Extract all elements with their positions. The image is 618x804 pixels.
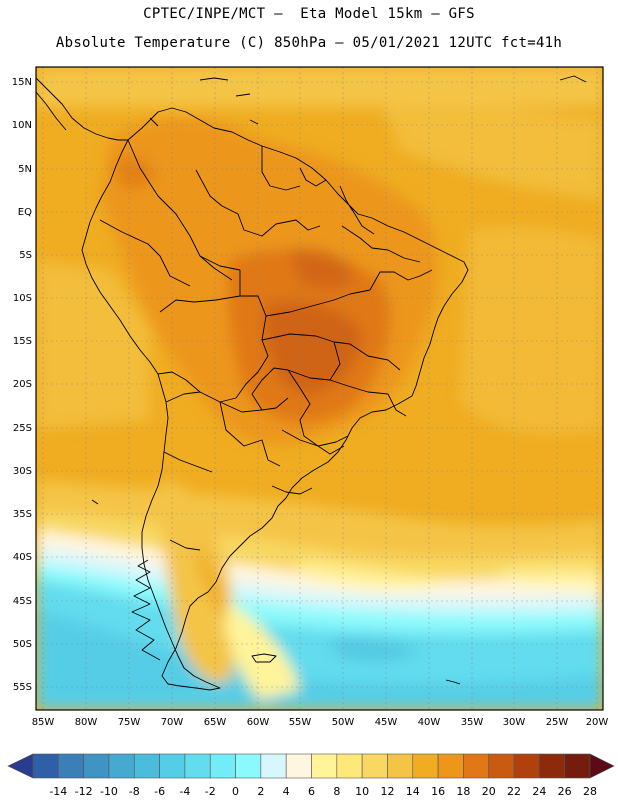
coastlines-and-borders xyxy=(35,75,587,691)
colorbar-label: 26 xyxy=(558,785,572,798)
colorbar-swatch xyxy=(159,753,186,779)
lat-label: 15S xyxy=(13,336,32,347)
colorbar-label: -12 xyxy=(75,785,93,798)
colorbar-swatch xyxy=(133,753,160,779)
lat-lon-grid xyxy=(36,67,603,710)
lat-label: 10S xyxy=(13,293,32,304)
lon-label: 25W xyxy=(546,717,569,728)
colorbar-swatch xyxy=(412,753,439,779)
colorbar-label: -4 xyxy=(179,785,190,798)
colorbar-label: 24 xyxy=(532,785,546,798)
lat-label: 10N xyxy=(12,120,32,131)
lon-label: 75W xyxy=(118,717,141,728)
colorbar-swatch xyxy=(108,753,135,779)
lat-label: 40S xyxy=(13,552,32,563)
colorbar-arrow-low xyxy=(7,753,34,779)
colorbar-label: 12 xyxy=(380,785,394,798)
lon-label: 45W xyxy=(375,717,398,728)
colorbar-label: 6 xyxy=(308,785,315,798)
colorbar-label: -6 xyxy=(154,785,165,798)
colorbar-swatch xyxy=(336,753,363,779)
lon-label: 20W xyxy=(586,717,609,728)
lat-label: 20S xyxy=(13,379,32,390)
lon-label: 50W xyxy=(332,717,355,728)
colorbar-swatch xyxy=(83,753,110,779)
colorbar-label: -10 xyxy=(100,785,118,798)
lat-label: 15N xyxy=(12,77,32,88)
lon-label: 85W xyxy=(32,717,55,728)
colorbar-label: 22 xyxy=(507,785,521,798)
map-title-line-2: Absolute Temperature (C) 850hPa – 05/01/… xyxy=(55,35,563,51)
lat-label: EQ xyxy=(18,207,32,218)
colorbar-label: -2 xyxy=(205,785,216,798)
lon-label: 80W xyxy=(75,717,98,728)
colorbar-swatch xyxy=(463,753,490,779)
colorbar-swatch xyxy=(58,753,84,779)
colorbar-swatch xyxy=(513,753,540,779)
colorbar-swatch xyxy=(539,753,565,779)
colorbar-label: 14 xyxy=(406,785,420,798)
colorbar: -14 -12 -10 -8 -6 -4 -2 0 2 4 6 8 10 12 14 16 18 20 22 24 26… xyxy=(7,753,615,798)
colorbar-label: 4 xyxy=(283,785,290,798)
lon-label: 70W xyxy=(161,717,184,728)
colorbar-label: 0 xyxy=(232,785,239,798)
colorbar-swatch xyxy=(488,753,515,779)
colorbar-label: -8 xyxy=(129,785,140,798)
colorbar-swatch xyxy=(285,753,312,779)
colorbar-label: 18 xyxy=(456,785,470,798)
colorbar-label: 8 xyxy=(333,785,340,798)
lon-label: 60W xyxy=(247,717,270,728)
lon-label: 55W xyxy=(289,717,312,728)
lat-label: 5N xyxy=(18,164,32,175)
colorbar-swatch xyxy=(209,753,236,779)
colorbar-label: 20 xyxy=(482,785,496,798)
lon-label: 30W xyxy=(503,717,526,728)
lat-label: 5S xyxy=(19,250,32,261)
colorbar-label: 28 xyxy=(583,785,597,798)
map-title-line-1: CPTEC/INPE/MCT – Eta Model 15km – GFS xyxy=(143,6,475,22)
lon-label: 40W xyxy=(418,717,441,728)
colorbar-swatch xyxy=(437,753,464,779)
lat-label: 35S xyxy=(13,509,32,520)
colorbar-swatch xyxy=(235,753,262,779)
colorbar-swatch xyxy=(260,753,287,779)
colorbar-swatch xyxy=(361,753,388,779)
lon-label: 35W xyxy=(461,717,484,728)
colorbar-swatch xyxy=(311,753,338,779)
temperature-field xyxy=(36,67,603,710)
colorbar-label: 2 xyxy=(257,785,264,798)
colorbar-swatch xyxy=(32,753,59,779)
lat-label: 45S xyxy=(13,596,32,607)
colorbar-label: -14 xyxy=(49,785,67,798)
colorbar-label: 10 xyxy=(355,785,369,798)
lat-label: 50S xyxy=(13,639,32,650)
latitude-axis: 15N 10N 5N EQ 5S 10S 15S 20S 25S 30S 35S… xyxy=(12,77,32,693)
colorbar-arrow-high xyxy=(589,753,615,779)
longitude-axis: 85W 80W 75W 70W 65W 60W 55W 50W 45W 40W … xyxy=(32,717,609,728)
colorbar-swatch xyxy=(184,753,211,779)
colorbar-label: 16 xyxy=(431,785,445,798)
lat-label: 30S xyxy=(13,466,32,477)
lat-label: 25S xyxy=(13,423,32,434)
colorbar-swatch xyxy=(387,753,414,779)
lon-label: 65W xyxy=(204,717,227,728)
map-frame xyxy=(35,66,604,711)
lat-label: 55S xyxy=(13,682,32,693)
colorbar-swatch xyxy=(564,753,591,779)
